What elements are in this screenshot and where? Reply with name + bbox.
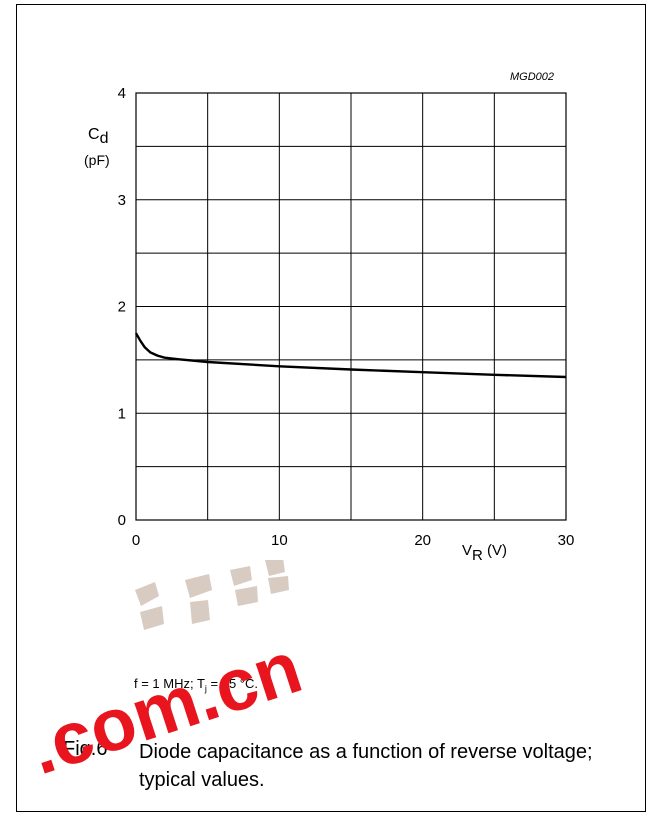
x-axis-label: VR (V) xyxy=(462,542,507,564)
figure-frame xyxy=(16,4,646,812)
conditions-subscript: j xyxy=(204,683,207,694)
watermark-glyph xyxy=(265,560,289,594)
watermark-glyph xyxy=(135,582,164,630)
watermark: .com.cn xyxy=(20,560,311,790)
y-axis-symbol: C xyxy=(88,126,100,143)
x-tick-label: 20 xyxy=(414,532,431,549)
figure-reference-code: MGD002 xyxy=(510,71,555,83)
y-axis-label: Cd xyxy=(88,126,108,148)
x-axis-unit: (V) xyxy=(487,542,508,559)
y-tick-label: 3 xyxy=(118,192,126,209)
y-tick-label: 0 xyxy=(118,512,126,529)
figure-number: Fig.6 xyxy=(63,738,108,760)
y-tick-label: 4 xyxy=(118,85,126,102)
conditions-temperature: = 25 °C. xyxy=(206,676,259,691)
measurement-conditions: f = 1 MHz; Tj = 25 °C. xyxy=(134,676,258,694)
x-axis-subscript: R xyxy=(472,547,483,564)
x-tick-label: 30 xyxy=(558,532,575,549)
x-axis-symbol: V xyxy=(462,542,473,559)
watermark-glyph xyxy=(185,574,212,624)
y-axis-subscript: d xyxy=(99,130,109,147)
y-axis-unit: (pF) xyxy=(84,152,110,168)
y-tick-label: 2 xyxy=(118,299,126,316)
capacitance-curve xyxy=(134,332,567,379)
figure-caption: Diode capacitance as a function of rever… xyxy=(139,741,593,791)
watermark-text: .com.cn xyxy=(20,625,311,790)
plot-area-border xyxy=(135,92,567,521)
y-tick-label: 1 xyxy=(118,405,126,422)
x-tick-label: 10 xyxy=(271,532,288,549)
x-tick-label: 0 xyxy=(132,532,140,549)
watermark-glyph xyxy=(230,566,258,606)
conditions-frequency: f = 1 MHz; T xyxy=(134,676,205,691)
